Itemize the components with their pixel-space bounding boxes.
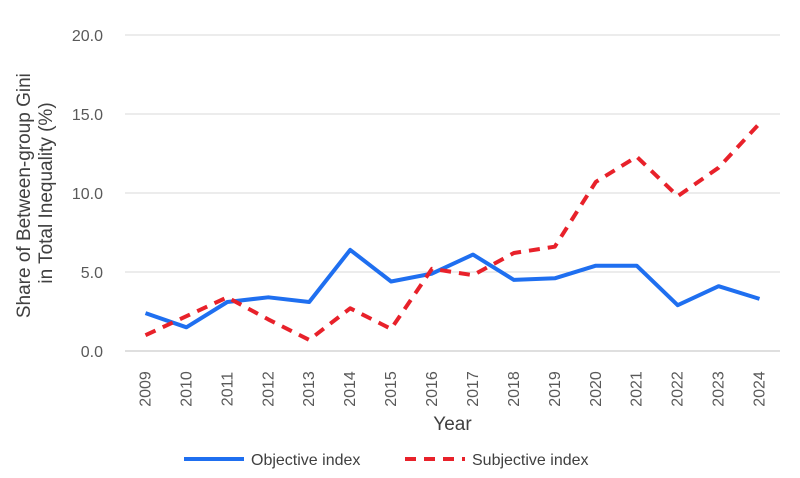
x-tick-label: 2010 xyxy=(178,371,195,407)
x-tick-label: 2016 xyxy=(424,371,441,407)
x-tick-label: 2023 xyxy=(711,371,728,407)
x-tick-label: 2009 xyxy=(137,371,154,407)
series-lines xyxy=(144,122,761,342)
y-axis-ticks: 0.0 5.0 10.0 15.0 20.0 xyxy=(72,28,103,361)
legend-label-objective: Objective index xyxy=(251,452,360,469)
legend-label-subjective: Subjective index xyxy=(472,452,589,469)
x-tick-label: 2021 xyxy=(629,371,646,407)
y-tick-label: 20.0 xyxy=(72,28,103,45)
x-tick-label: 2014 xyxy=(342,371,359,407)
gridlines xyxy=(125,34,780,273)
y-axis-title: Share of Between-group Gini in Total Ine… xyxy=(14,68,57,318)
y-axis-title-line-2: in Total Inequality (%) xyxy=(36,102,57,283)
subjective-index-line xyxy=(144,122,761,342)
x-tick-label: 2011 xyxy=(219,372,236,407)
legend: Objective index Subjective index xyxy=(184,452,589,469)
x-tick-label: 2013 xyxy=(301,371,318,407)
x-tick-label: 2024 xyxy=(752,371,769,407)
y-tick-label: 0.0 xyxy=(81,344,103,361)
x-tick-label: 2019 xyxy=(547,371,564,407)
objective-index-line xyxy=(144,247,761,330)
x-tick-label: 2012 xyxy=(260,371,277,407)
x-axis-ticks: 2009 2010 2011 2012 2013 2014 2015 2016 2017 2018… xyxy=(137,371,768,407)
y-tick-label: 15.0 xyxy=(72,107,103,124)
y-axis-title-line-1: Share of Between-group Gini xyxy=(14,73,35,318)
x-tick-label: 2020 xyxy=(588,371,605,407)
y-tick-label: 5.0 xyxy=(81,265,103,282)
x-tick-label: 2018 xyxy=(506,371,523,407)
x-tick-label: 2015 xyxy=(383,371,400,407)
x-tick-label: 2022 xyxy=(670,371,687,407)
x-tick-label: 2017 xyxy=(465,371,482,407)
x-axis-title: Year xyxy=(433,414,472,435)
y-tick-label: 10.0 xyxy=(72,186,103,203)
